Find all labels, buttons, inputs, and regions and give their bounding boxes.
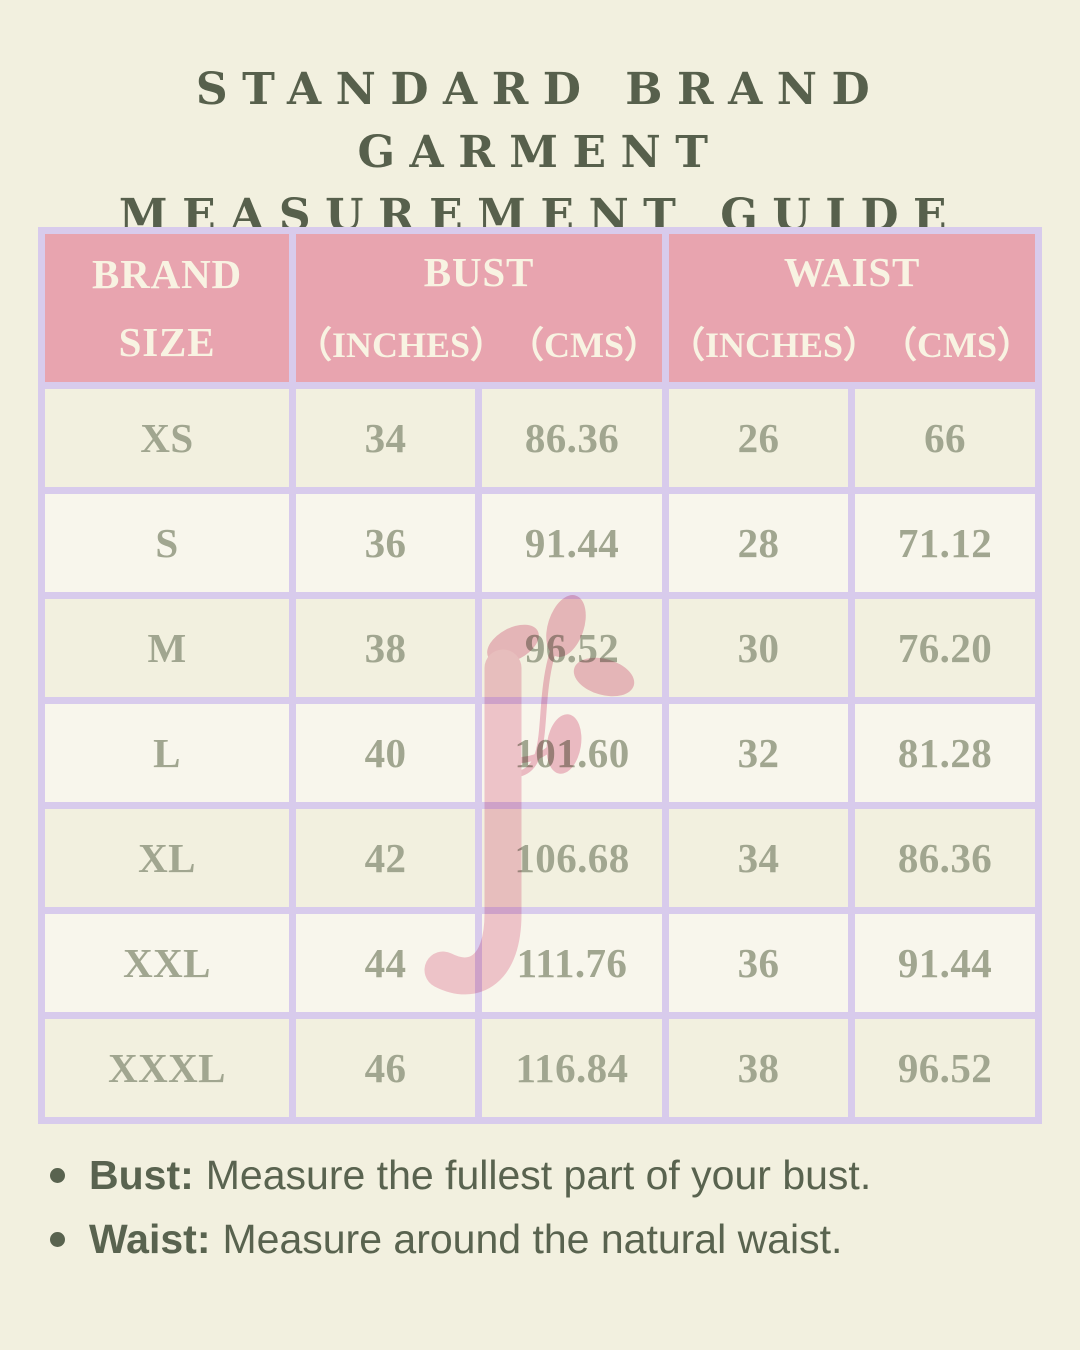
waist-cms-cell: 66	[855, 389, 1035, 487]
bust-cms-cell: 116.84	[482, 1019, 662, 1117]
header-waist-units: （INCHES） （CMS）	[669, 316, 1035, 368]
waist-cms-cell: 96.52	[855, 1019, 1035, 1117]
header-waist-inches-label: （INCHES）	[669, 325, 880, 365]
bust-inches-cell: 44	[296, 914, 475, 1012]
waist-inches-cell: 34	[669, 809, 848, 907]
size-cell: XL	[45, 809, 289, 907]
waist-inches-cell: 38	[669, 1019, 848, 1117]
note-waist-label: Waist:	[89, 1216, 211, 1262]
waist-inches-cell: 30	[669, 599, 848, 697]
size-cell: M	[45, 599, 289, 697]
header-bust-units: （INCHES） （CMS）	[296, 316, 662, 368]
bust-inches-cell: 40	[296, 704, 475, 802]
bust-cms-cell: 96.52	[482, 599, 662, 697]
header-bust-cms-label: （CMS）	[508, 325, 661, 365]
bust-cms-cell: 86.36	[482, 389, 662, 487]
size-cell: XXL	[45, 914, 289, 1012]
page-title-line1: STANDARD BRAND GARMENT	[195, 64, 885, 178]
header-size-label: SIZE	[118, 319, 216, 365]
header-bust-inches-label: （INCHES）	[296, 325, 507, 365]
note-waist: Waist: Measure around the natural waist.	[50, 1216, 1050, 1263]
waist-cms-cell: 86.36	[855, 809, 1035, 907]
size-cell: XS	[45, 389, 289, 487]
bust-cms-cell: 111.76	[482, 914, 662, 1012]
bust-cms-cell: 106.68	[482, 809, 662, 907]
waist-cms-cell: 91.44	[855, 914, 1035, 1012]
header-waist-label: WAIST	[783, 249, 921, 295]
note-waist-text: Measure around the natural waist.	[222, 1216, 843, 1262]
waist-inches-cell: 28	[669, 494, 848, 592]
waist-inches-cell: 26	[669, 389, 848, 487]
bust-inches-cell: 42	[296, 809, 475, 907]
header-cell-brand-size: BRAND SIZE	[45, 234, 289, 382]
header-brand-label: BRAND	[92, 251, 242, 297]
bust-cms-cell: 101.60	[482, 704, 662, 802]
size-cell: L	[45, 704, 289, 802]
bullet-icon	[50, 1232, 65, 1247]
bust-inches-cell: 36	[296, 494, 475, 592]
waist-cms-cell: 71.12	[855, 494, 1035, 592]
waist-inches-cell: 32	[669, 704, 848, 802]
bust-cms-cell: 91.44	[482, 494, 662, 592]
header-cell-bust: BUST （INCHES） （CMS）	[296, 234, 662, 382]
bullet-icon	[50, 1168, 65, 1183]
header-cell-waist: WAIST （INCHES） （CMS）	[669, 234, 1035, 382]
size-cell: XXXL	[45, 1019, 289, 1117]
bust-inches-cell: 38	[296, 599, 475, 697]
note-bust-text: Measure the fullest part of your bust.	[205, 1152, 872, 1198]
waist-inches-cell: 36	[669, 914, 848, 1012]
bust-inches-cell: 46	[296, 1019, 475, 1117]
notes-section: Bust: Measure the fullest part of your b…	[50, 1152, 1050, 1280]
size-cell: S	[45, 494, 289, 592]
waist-cms-cell: 76.20	[855, 599, 1035, 697]
measurement-table: BRAND SIZE BUST （INCHES） （CMS） WAIST （IN…	[38, 227, 1042, 1124]
header-bust-label: BUST	[423, 249, 535, 295]
waist-cms-cell: 81.28	[855, 704, 1035, 802]
note-bust-label: Bust:	[89, 1152, 194, 1198]
page-title: STANDARD BRAND GARMENT MEASUREMENT GUIDE	[0, 58, 1080, 247]
bust-inches-cell: 34	[296, 389, 475, 487]
header-waist-cms-label: （CMS）	[881, 325, 1034, 365]
note-bust: Bust: Measure the fullest part of your b…	[50, 1152, 1050, 1199]
